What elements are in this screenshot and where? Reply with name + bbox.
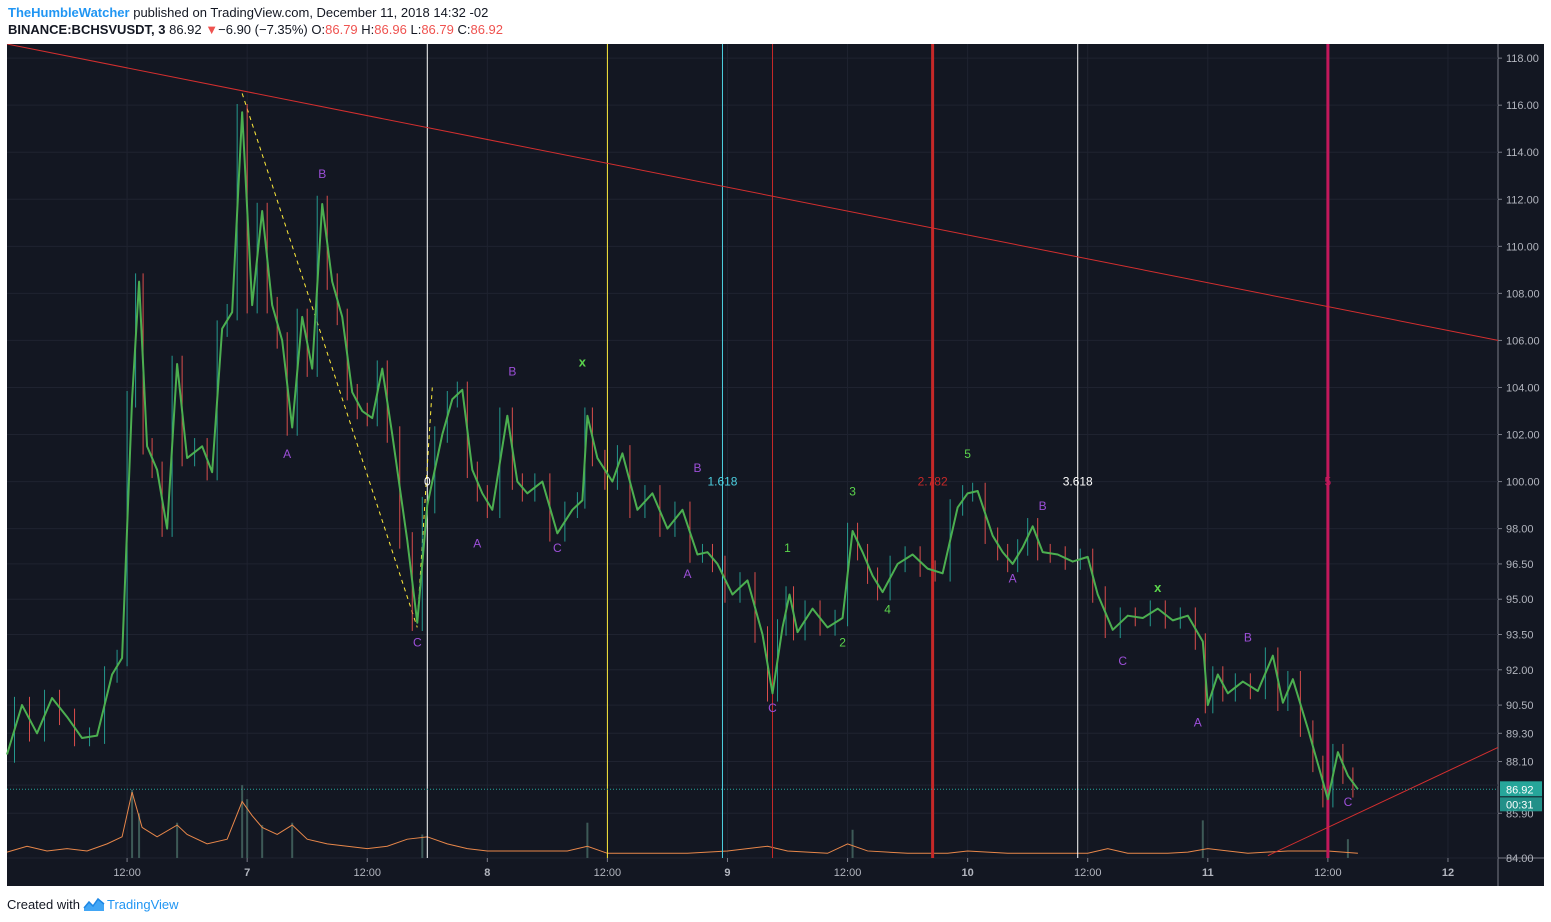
countdown-label: 00:31 [1506, 799, 1534, 811]
x-tick-label-0: 12:00 [113, 867, 141, 879]
x-tick-label-6: 12:00 [834, 867, 862, 879]
wave-label-14: 5 [964, 447, 971, 461]
price-line [6, 111, 1359, 801]
x-tick-label-3: 8 [484, 867, 490, 879]
wave-label-0: A [283, 447, 291, 461]
price-axis[interactable] [1498, 44, 1544, 886]
x-tick-label-1: 7 [244, 867, 250, 879]
fib-label-0: 0 [424, 475, 431, 489]
x-tick-label-11: 12 [1442, 867, 1454, 879]
x-tick-label-4: 12:00 [594, 867, 622, 879]
trendline-1 [1267, 746, 1499, 857]
symbol-label: BINANCE:BCHSVUSDT, 3 [8, 22, 166, 37]
trendlines [6, 44, 1499, 857]
y-tick-label-5: 90.50 [1506, 700, 1534, 712]
open-label: O: [311, 22, 326, 37]
change-value: −6.90 (−7.35%) [218, 22, 308, 37]
wave-labels: A B C A B Cx A B C 1 2 3 4 5 A B Cx A B C 0 1.618 2.782 3.618 5 [283, 167, 1352, 809]
tradingview-logo-icon[interactable] [83, 895, 105, 913]
volume-layer [6, 785, 1358, 858]
wave-label-2: C [413, 635, 422, 649]
last-price-badge [1500, 781, 1542, 797]
wave-dashed-line-0 [241, 93, 418, 628]
y-tick-label-6: 92.00 [1506, 665, 1534, 677]
tradingview-brand[interactable]: TradingView [107, 897, 179, 912]
y-tick-label-3: 88.10 [1506, 757, 1534, 769]
x-tick-label-2: 12:00 [353, 867, 381, 879]
y-tick-label-20: 118.00 [1506, 53, 1539, 65]
wave-label-5: C [553, 541, 562, 555]
plot-background [7, 44, 1498, 886]
y-tick-label-19: 116.00 [1506, 100, 1539, 112]
published-text: published on TradingView.com, December 1… [133, 5, 489, 20]
x-tick-label-5: 9 [724, 867, 730, 879]
wave-label-3: A [473, 536, 481, 550]
wave-label-11: 2 [839, 635, 846, 649]
wave-label-19: A [1194, 715, 1202, 729]
wave-label-16: B [1039, 499, 1047, 513]
wave-label-18: x [1154, 580, 1162, 595]
y-tick-label-12: 102.00 [1506, 430, 1540, 442]
y-tick-label-8: 95.00 [1506, 594, 1534, 606]
y-tick-label-16: 110.00 [1506, 241, 1539, 253]
trendline-0 [6, 44, 1499, 341]
x-tick-label-10: 12:00 [1314, 867, 1342, 879]
wave-label-13: 4 [884, 602, 891, 616]
wave-label-10: 1 [784, 541, 791, 555]
price-layer [6, 103, 1359, 808]
y-tick-label-7: 93.50 [1506, 630, 1534, 642]
wave-label-8: B [693, 461, 701, 475]
wave-label-15: A [1009, 572, 1017, 586]
publish-info: TheHumbleWatcher published on TradingVie… [8, 5, 488, 20]
x-tick-label-8: 12:00 [1074, 867, 1102, 879]
x-tick-label-9: 11 [1202, 867, 1214, 879]
countdown-badge [1500, 797, 1542, 812]
fib-label-3: 3.618 [1063, 475, 1093, 489]
last-price: 86.92 [169, 22, 202, 37]
change-down-icon: ▼ [205, 22, 219, 37]
y-tick-label-14: 106.00 [1506, 335, 1540, 347]
open-value: 86.79 [325, 22, 358, 37]
created-with-text: Created with [7, 897, 80, 912]
fib-label-1: 1.618 [707, 475, 737, 489]
fib-time-lines [426, 44, 1330, 858]
y-tick-label-17: 112.00 [1506, 194, 1539, 206]
wave-label-7: A [683, 567, 691, 581]
last-price-label: 86.92 [1506, 784, 1534, 796]
chart-header: TheHumbleWatcher published on TradingVie… [0, 0, 1551, 44]
wave-label-9: C [768, 701, 777, 715]
high-value: 86.96 [374, 22, 407, 37]
wave-label-20: B [1244, 631, 1252, 645]
y-tick-label-11: 100.00 [1506, 477, 1540, 489]
y-tick-label-15: 108.00 [1506, 288, 1540, 300]
high-label: H: [361, 22, 375, 37]
y-tick-label-18: 114.00 [1506, 147, 1539, 159]
wave-label-21: C [1344, 795, 1353, 809]
y-tick-label-9: 96.50 [1506, 559, 1534, 571]
volume-ma-line [6, 791, 1358, 854]
wave-label-1: B [318, 167, 326, 181]
low-label: L: [410, 22, 422, 37]
fib-label-2: 2.782 [918, 475, 948, 489]
ohlc-legend: BINANCE:BCHSVUSDT, 3 86.92 ▼−6.90 (−7.35… [8, 22, 503, 37]
close-value: 86.92 [470, 22, 504, 37]
close-label: C: [457, 22, 471, 37]
time-axis-ticks: 12:00 7 12:00 8 12:00 9 12:00 10 12:00 11 12:00 12 [113, 858, 1454, 879]
y-tick-label-13: 104.00 [1506, 382, 1540, 394]
price-badge-group: 86.92 00:31 [7, 781, 1542, 812]
fib-label-4: 5 [1325, 475, 1332, 489]
wave-label-12: 3 [849, 485, 856, 499]
author-link[interactable]: TheHumbleWatcher [8, 5, 130, 20]
y-tick-label-4: 89.30 [1506, 728, 1534, 740]
wave-label-6: x [579, 354, 587, 369]
x-tick-label-7: 10 [962, 867, 974, 879]
y-tick-label-0: 84.00 [1506, 853, 1534, 865]
wave-label-4: B [508, 365, 516, 379]
footer: Created with TradingView [0, 886, 1551, 922]
low-value: 86.79 [421, 22, 454, 37]
price-axis-ticks: 84.0085.9088.1089.3090.5092.0093.5095.00… [1498, 53, 1540, 865]
wave-label-17: C [1118, 654, 1127, 668]
y-tick-label-10: 98.00 [1506, 524, 1534, 536]
